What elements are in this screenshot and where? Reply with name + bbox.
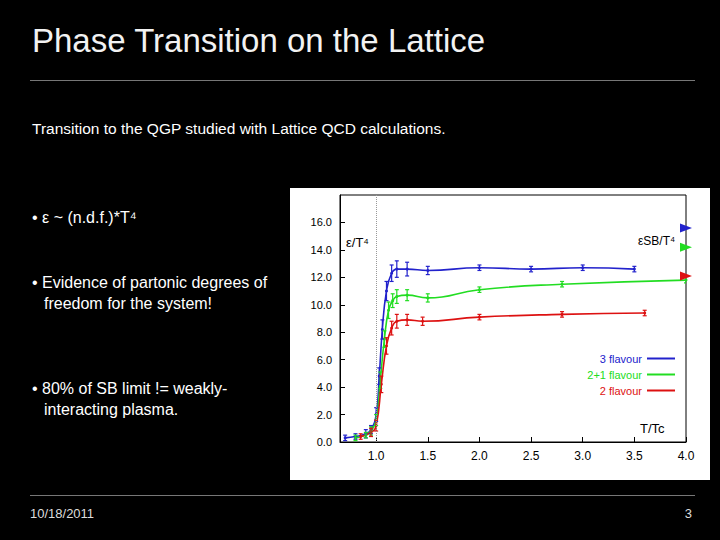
html-text:3: 3 — [684, 506, 692, 521]
svg-text:4.0: 4.0 — [317, 381, 332, 393]
svg-text:2.0: 2.0 — [471, 449, 488, 463]
svg-text:3.0: 3.0 — [574, 449, 591, 463]
svg-text:0.0: 0.0 — [317, 436, 332, 448]
html-text:10/18/2011: 10/18/2011 — [30, 506, 95, 521]
svg-text:2 flavour: 2 flavour — [600, 385, 643, 397]
svg-text:16.0: 16.0 — [311, 216, 332, 228]
svg-text:12.0: 12.0 — [311, 271, 332, 283]
svg-text:T/Tc: T/Tc — [640, 421, 665, 436]
svg-text:εSB/T⁴: εSB/T⁴ — [638, 234, 675, 248]
svg-text:2.5: 2.5 — [523, 449, 540, 463]
html-text:Transition to the QGP studied: Transition to the QGP studied with Latti… — [32, 120, 446, 137]
html-text:Phase Transition on the Lattic: Phase Transition on the Lattice — [32, 22, 486, 59]
svg-text:2.0: 2.0 — [317, 409, 332, 421]
html-text:• ε ~ (n.d.f.)*T⁴: • ε ~ (n.d.f.)*T⁴ — [32, 209, 137, 226]
svg-text:8.0: 8.0 — [317, 326, 332, 338]
svg-text:6.0: 6.0 — [317, 354, 332, 366]
svg-text:14.0: 14.0 — [311, 244, 332, 256]
html-text:• 80% of SB limit != weakly-in: • 80% of SB limit != weakly-interacting … — [32, 380, 228, 418]
svg-text:10.0: 10.0 — [311, 299, 332, 311]
svg-text:1.5: 1.5 — [419, 449, 436, 463]
svg-text:ε/T⁴: ε/T⁴ — [346, 235, 369, 250]
svg-text:2+1 flavour: 2+1 flavour — [587, 369, 642, 381]
html-text:• Evidence of partonic degrees: • Evidence of partonic degrees of freedo… — [32, 274, 268, 312]
svg-text:1.0: 1.0 — [368, 449, 385, 463]
svg-text:3 flavour: 3 flavour — [600, 353, 643, 365]
svg-text:4.0: 4.0 — [678, 449, 695, 463]
svg-text:3.5: 3.5 — [626, 449, 643, 463]
